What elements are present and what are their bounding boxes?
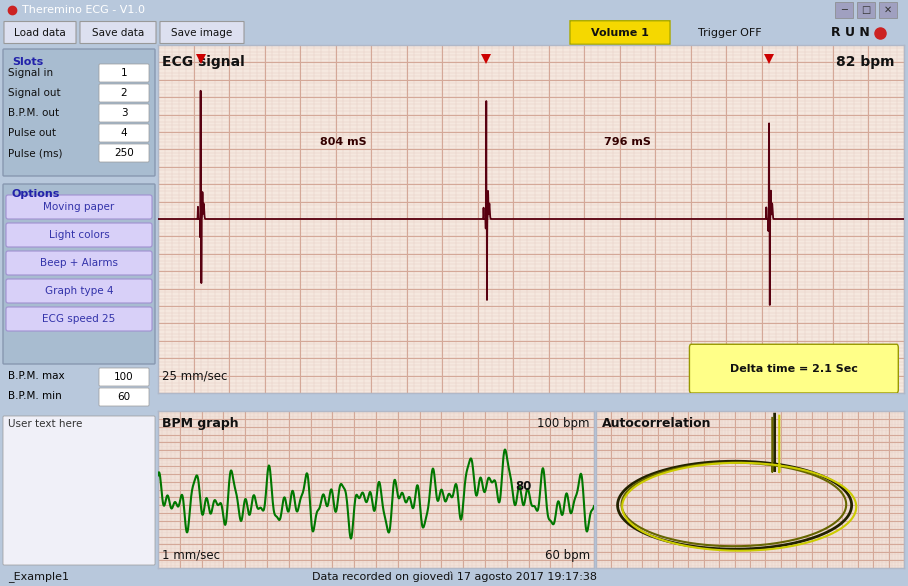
Text: Volume 1: Volume 1 — [591, 28, 649, 38]
FancyBboxPatch shape — [3, 416, 155, 565]
Text: _Example1: _Example1 — [8, 571, 69, 582]
FancyBboxPatch shape — [99, 144, 149, 162]
Text: 804 mS: 804 mS — [321, 138, 367, 148]
Text: Load data: Load data — [15, 28, 66, 38]
Text: 80: 80 — [516, 480, 532, 493]
Text: Slots: Slots — [12, 57, 44, 67]
Text: Save data: Save data — [92, 28, 144, 38]
FancyBboxPatch shape — [6, 279, 152, 303]
FancyBboxPatch shape — [80, 22, 156, 43]
Text: R U N: R U N — [831, 26, 869, 39]
Text: 25 mm/sec: 25 mm/sec — [163, 370, 228, 383]
Text: 82 bpm: 82 bpm — [835, 56, 894, 69]
Text: Signal in: Signal in — [8, 68, 54, 78]
FancyBboxPatch shape — [160, 22, 244, 43]
Bar — [835, 2, 853, 18]
Text: BPM graph: BPM graph — [163, 417, 239, 430]
Text: Signal out: Signal out — [8, 88, 61, 98]
Text: 250: 250 — [114, 148, 133, 158]
FancyBboxPatch shape — [4, 22, 76, 43]
FancyBboxPatch shape — [99, 104, 149, 122]
Text: 60: 60 — [117, 392, 131, 402]
Text: Delta time = 2.1 Sec: Delta time = 2.1 Sec — [730, 364, 858, 374]
Text: 796 mS: 796 mS — [604, 138, 651, 148]
Text: Beep + Alarms: Beep + Alarms — [40, 258, 118, 268]
Text: □: □ — [862, 5, 871, 15]
FancyBboxPatch shape — [570, 21, 670, 45]
Text: ─: ─ — [841, 5, 847, 15]
Text: 100 bpm: 100 bpm — [538, 417, 589, 430]
Text: 1: 1 — [121, 68, 127, 78]
Text: B.P.M. out: B.P.M. out — [8, 108, 59, 118]
Text: Moving paper: Moving paper — [44, 202, 114, 212]
FancyBboxPatch shape — [6, 195, 152, 219]
Text: 3: 3 — [121, 108, 127, 118]
Text: Options: Options — [12, 189, 60, 199]
FancyBboxPatch shape — [689, 345, 898, 393]
FancyBboxPatch shape — [99, 368, 149, 386]
Bar — [857, 2, 875, 18]
Text: Save image: Save image — [172, 28, 232, 38]
Text: 4: 4 — [121, 128, 127, 138]
FancyBboxPatch shape — [3, 184, 155, 364]
FancyBboxPatch shape — [99, 84, 149, 102]
Text: ECG signal: ECG signal — [163, 56, 245, 69]
Text: 2: 2 — [121, 88, 127, 98]
Text: Data recorded on giovedì 17 agosto 2017 19:17:38: Data recorded on giovedì 17 agosto 2017 … — [311, 572, 597, 582]
Text: Pulse out: Pulse out — [8, 128, 56, 138]
Text: ECG speed 25: ECG speed 25 — [43, 314, 115, 324]
Text: Light colors: Light colors — [49, 230, 109, 240]
Text: B.P.M. min: B.P.M. min — [8, 391, 62, 401]
Text: User text here: User text here — [8, 419, 83, 429]
Text: 1 mm/sec: 1 mm/sec — [163, 548, 221, 562]
FancyBboxPatch shape — [99, 124, 149, 142]
Text: 100: 100 — [114, 372, 133, 382]
Text: ✕: ✕ — [883, 5, 892, 15]
Text: Graph type 4: Graph type 4 — [44, 286, 114, 296]
Text: 60 bpm: 60 bpm — [545, 548, 589, 562]
Text: Theremino ECG - V1.0: Theremino ECG - V1.0 — [22, 5, 145, 15]
FancyBboxPatch shape — [99, 64, 149, 82]
FancyBboxPatch shape — [99, 388, 149, 406]
FancyBboxPatch shape — [6, 307, 152, 331]
Text: Trigger OFF: Trigger OFF — [698, 28, 762, 38]
Text: B.P.M. max: B.P.M. max — [8, 371, 64, 381]
Text: Pulse (ms): Pulse (ms) — [8, 148, 63, 158]
FancyBboxPatch shape — [3, 49, 155, 176]
FancyBboxPatch shape — [6, 251, 152, 275]
Text: Autocorrelation: Autocorrelation — [602, 417, 712, 430]
FancyBboxPatch shape — [6, 223, 152, 247]
Bar — [879, 2, 897, 18]
